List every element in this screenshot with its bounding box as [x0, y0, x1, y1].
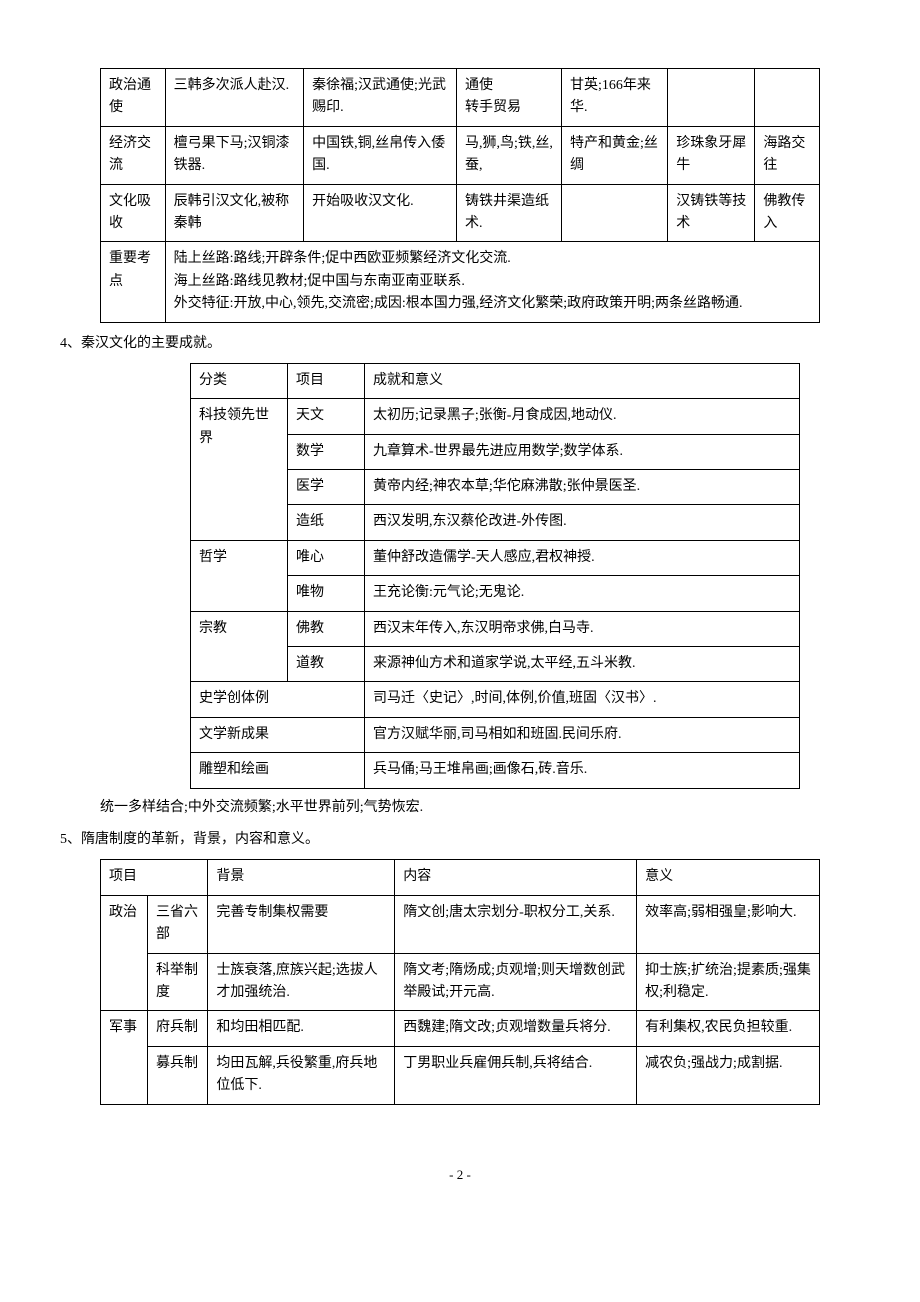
- table-foreign-relations: 政治通使 三韩多次派人赴汉. 秦徐福;汉武通使;光武赐印. 通使 转手贸易 甘英…: [100, 68, 820, 323]
- cell: 抑士族;扩统治;提素质;强集权;利稳定.: [637, 953, 820, 1011]
- cell: 数学: [288, 434, 365, 469]
- table-row: 经济交流 檀弓果下马;汉铜漆铁器. 中国铁,铜,丝帛传入倭国. 马,狮,鸟;铁,…: [101, 126, 820, 184]
- cell-category: 史学创体例: [191, 682, 365, 717]
- cell: 太初历;记录黑子;张衡-月食成因,地动仪.: [365, 399, 800, 434]
- cell-category: 哲学: [191, 540, 288, 611]
- cell: 造纸: [288, 505, 365, 540]
- header-cell: 背景: [208, 860, 395, 895]
- header-cell: 项目: [288, 363, 365, 398]
- cell-category: 文学新成果: [191, 717, 365, 752]
- table-row: 哲学 唯心 董仲舒改造儒学-天人感应,君权神授.: [191, 540, 800, 575]
- table-row: 雕塑和绘画 兵马俑;马王堆帛画;画像石,砖.音乐.: [191, 753, 800, 788]
- cell: 檀弓果下马;汉铜漆铁器.: [165, 126, 304, 184]
- cell: 黄帝内经;神农本草;华佗麻沸散;张仲景医圣.: [365, 470, 800, 505]
- cell: 府兵制: [148, 1011, 208, 1046]
- cell: 隋文创;唐太宗划分-职权分工,关系.: [395, 895, 637, 953]
- cell: 完善专制集权需要: [208, 895, 395, 953]
- cell: 丁男职业兵雇佣兵制,兵将结合.: [395, 1046, 637, 1104]
- table-row: 募兵制 均田瓦解,兵役繁重,府兵地位低下. 丁男职业兵雇佣兵制,兵将结合. 减农…: [101, 1046, 820, 1104]
- cell: 文化吸收: [101, 184, 166, 242]
- cell: 马,狮,鸟;铁,丝,蚕,: [457, 126, 562, 184]
- cell: 中国铁,铜,丝帛传入倭国.: [304, 126, 457, 184]
- cell: [668, 69, 755, 127]
- cell: 唯心: [288, 540, 365, 575]
- cell: 三省六部: [148, 895, 208, 953]
- table-row-keypoint: 重要考点 陆上丝路:路线;开辟条件;促中西欧亚频繁经济文化交流. 海上丝路:路线…: [101, 242, 820, 322]
- cell: 医学: [288, 470, 365, 505]
- table-header-row: 分类 项目 成就和意义: [191, 363, 800, 398]
- page-number: - 2 -: [100, 1165, 820, 1186]
- cell: 均田瓦解,兵役繁重,府兵地位低下.: [208, 1046, 395, 1104]
- cell: 政治通使: [101, 69, 166, 127]
- section5-heading: 5、隋唐制度的革新，背景，内容和意义。: [60, 829, 820, 851]
- cell: [755, 69, 820, 127]
- table-row: 宗教 佛教 西汉末年传入,东汉明帝求佛,白马寺.: [191, 611, 800, 646]
- cell-keypoint-text: 陆上丝路:路线;开辟条件;促中西欧亚频繁经济文化交流. 海上丝路:路线见教材;促…: [165, 242, 819, 322]
- cell: 西魏建;隋文改;贞观增数量兵将分.: [395, 1011, 637, 1046]
- cell: 来源神仙方术和道家学说,太平经,五斗米教.: [365, 647, 800, 682]
- section4-heading: 4、秦汉文化的主要成就。: [60, 333, 820, 355]
- cell-category: 宗教: [191, 611, 288, 682]
- cell: 唯物: [288, 576, 365, 611]
- header-cell: 内容: [395, 860, 637, 895]
- cell: 道教: [288, 647, 365, 682]
- cell-bigcat: 军事: [101, 1011, 148, 1104]
- header-cell: 意义: [637, 860, 820, 895]
- cell: 募兵制: [148, 1046, 208, 1104]
- cell: 隋文考;隋炀成;贞观增;则天增数创武举殿试;开元高.: [395, 953, 637, 1011]
- cell-category: 科技领先世界: [191, 399, 288, 541]
- cell: 佛教传入: [755, 184, 820, 242]
- cell: [561, 184, 667, 242]
- cell: 效率高;弱相强皇;影响大.: [637, 895, 820, 953]
- cell: 辰韩引汉文化,被称秦韩: [165, 184, 304, 242]
- cell-keypoint-label: 重要考点: [101, 242, 166, 322]
- header-cell: 成就和意义: [365, 363, 800, 398]
- cell: 汉铸铁等技术: [668, 184, 755, 242]
- cell: 有利集权,农民负担较重.: [637, 1011, 820, 1046]
- cell: 西汉发明,东汉蔡伦改进-外传图.: [365, 505, 800, 540]
- table-row: 文学新成果 官方汉赋华丽,司马相如和班固.民间乐府.: [191, 717, 800, 752]
- cell: 佛教: [288, 611, 365, 646]
- cell-category: 雕塑和绘画: [191, 753, 365, 788]
- cell: 甘英;166年来华.: [561, 69, 667, 127]
- cell: 司马迁〈史记〉,时间,体例,价值,班固〈汉书〉.: [365, 682, 800, 717]
- cell: 特产和黄金;丝绸: [561, 126, 667, 184]
- table-row: 政治 三省六部 完善专制集权需要 隋文创;唐太宗划分-职权分工,关系. 效率高;…: [101, 895, 820, 953]
- table-header-row: 项目 背景 内容 意义: [101, 860, 820, 895]
- cell: 三韩多次派人赴汉.: [165, 69, 304, 127]
- cell: 官方汉赋华丽,司马相如和班固.民间乐府.: [365, 717, 800, 752]
- table-row: 史学创体例 司马迁〈史记〉,时间,体例,价值,班固〈汉书〉.: [191, 682, 800, 717]
- cell: 铸铁井渠造纸术.: [457, 184, 562, 242]
- cell: 开始吸收汉文化.: [304, 184, 457, 242]
- cell: 海路交往: [755, 126, 820, 184]
- table-qinhan-culture: 分类 项目 成就和意义 科技领先世界 天文 太初历;记录黑子;张衡-月食成因,地…: [190, 363, 800, 789]
- cell: 西汉末年传入,东汉明帝求佛,白马寺.: [365, 611, 800, 646]
- cell: 珍珠象牙犀牛: [668, 126, 755, 184]
- cell: 士族衰落,庶族兴起;选拔人才加强统治.: [208, 953, 395, 1011]
- table-row: 科技领先世界 天文 太初历;记录黑子;张衡-月食成因,地动仪.: [191, 399, 800, 434]
- cell-bigcat: 政治: [101, 895, 148, 1011]
- cell: 秦徐福;汉武通使;光武赐印.: [304, 69, 457, 127]
- cell: 王充论衡:元气论;无鬼论.: [365, 576, 800, 611]
- cell: 科举制度: [148, 953, 208, 1011]
- table-row: 文化吸收 辰韩引汉文化,被称秦韩 开始吸收汉文化. 铸铁井渠造纸术. 汉铸铁等技…: [101, 184, 820, 242]
- cell: 兵马俑;马王堆帛画;画像石,砖.音乐.: [365, 753, 800, 788]
- cell: 董仲舒改造儒学-天人感应,君权神授.: [365, 540, 800, 575]
- header-cell: 分类: [191, 363, 288, 398]
- cell: 通使 转手贸易: [457, 69, 562, 127]
- cell: 和均田相匹配.: [208, 1011, 395, 1046]
- header-cell: 项目: [101, 860, 208, 895]
- cell: 经济交流: [101, 126, 166, 184]
- cell: 九章算术-世界最先进应用数学;数学体系.: [365, 434, 800, 469]
- cell: 天文: [288, 399, 365, 434]
- table-row: 科举制度 士族衰落,庶族兴起;选拔人才加强统治. 隋文考;隋炀成;贞观增;则天增…: [101, 953, 820, 1011]
- table-suitang-system: 项目 背景 内容 意义 政治 三省六部 完善专制集权需要 隋文创;唐太宗划分-职…: [100, 859, 820, 1104]
- table-row: 军事 府兵制 和均田相匹配. 西魏建;隋文改;贞观增数量兵将分. 有利集权,农民…: [101, 1011, 820, 1046]
- table-row: 政治通使 三韩多次派人赴汉. 秦徐福;汉武通使;光武赐印. 通使 转手贸易 甘英…: [101, 69, 820, 127]
- section4-tail: 统一多样结合;中外交流频繁;水平世界前列;气势恢宏.: [100, 797, 820, 819]
- cell: 减农负;强战力;成割据.: [637, 1046, 820, 1104]
